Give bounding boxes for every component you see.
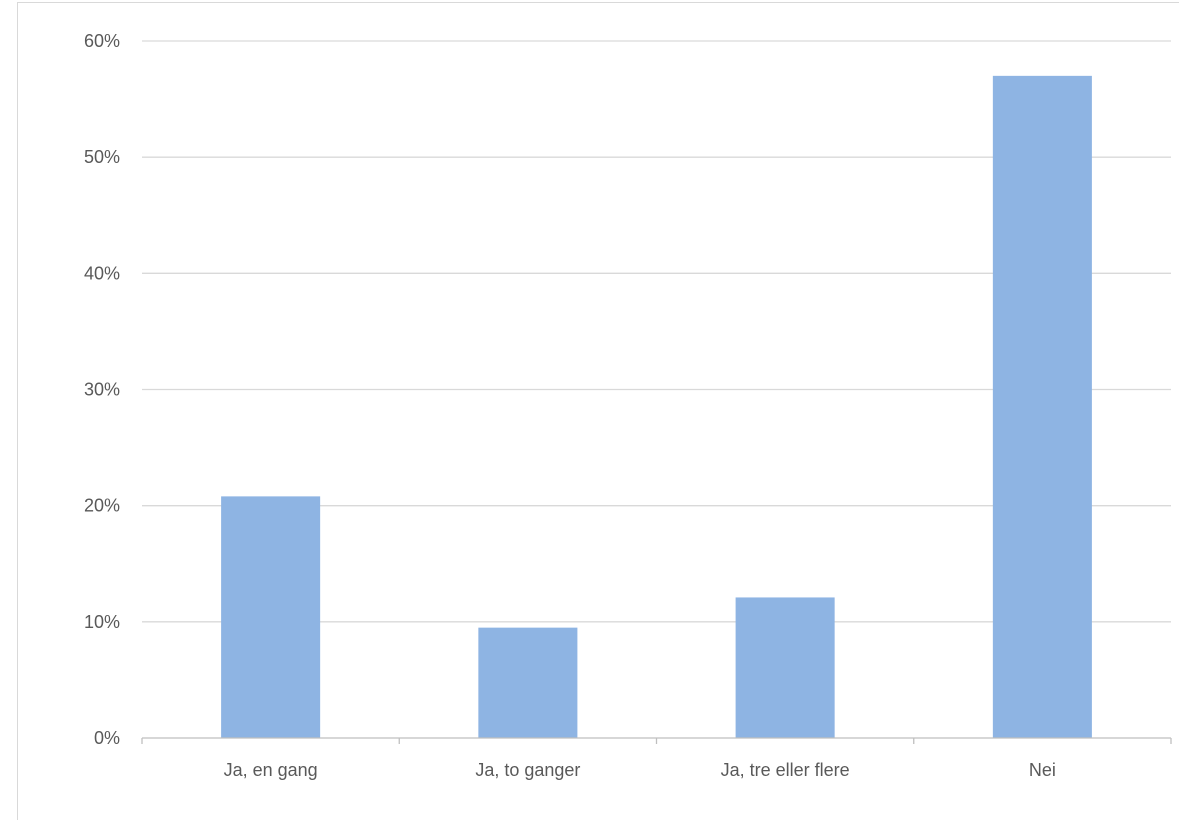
bar <box>221 496 321 738</box>
y-tick-label: 40% <box>84 263 120 283</box>
bars <box>221 75 1092 739</box>
y-tick-label: 50% <box>84 147 120 167</box>
x-axis <box>141 737 1172 744</box>
y-tick-label: 20% <box>84 496 120 516</box>
y-tick-label: 10% <box>84 612 120 632</box>
x-tick-label: Ja, tre eller flere <box>721 760 850 780</box>
y-tick-label: 60% <box>84 31 120 51</box>
x-tick-label: Ja, to ganger <box>475 760 580 780</box>
bar <box>735 597 835 738</box>
x-axis-tick-labels: Ja, en gang Ja, to ganger Ja, tre eller fl… <box>224 760 1056 780</box>
bar <box>478 627 578 738</box>
y-axis-tick-labels: 0% 10% 20% 30% 40% 50% 60% <box>84 31 120 748</box>
y-tick-label: 0% <box>94 728 120 748</box>
y-tick-label: 30% <box>84 380 120 400</box>
bar <box>992 75 1092 739</box>
x-tick-label: Nei <box>1029 760 1056 780</box>
x-tick-label: Ja, en gang <box>224 760 318 780</box>
chart-frame <box>17 2 1179 820</box>
